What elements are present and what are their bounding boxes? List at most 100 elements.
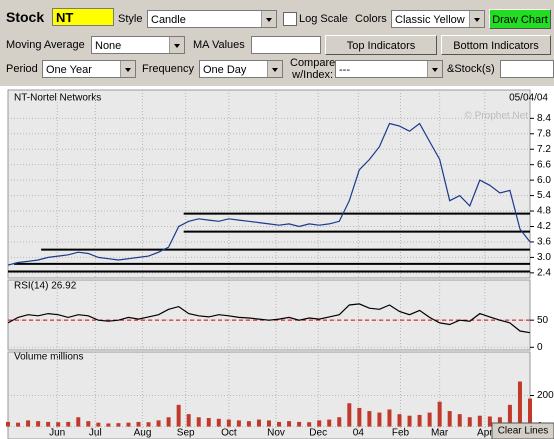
stocks-input[interactable] [500,60,554,78]
volume-bar [397,414,402,427]
volume-bar [236,420,241,427]
stock-label: Stock [6,9,45,25]
y-tick-label: 7.8 [537,128,551,139]
y-tick-label: 6.0 [537,175,551,186]
watermark: © Prophet.Net [464,111,528,122]
x-tick-label: 04 [353,428,365,439]
volume-bar [337,417,342,427]
style-label: Style [118,13,143,25]
style-select[interactable]: Candle [147,10,277,28]
colors-select[interactable]: Classic Yellow [391,10,485,28]
series-line [7,303,531,334]
volume-bar [417,414,422,427]
volume-bar [136,421,141,427]
compare-line: Compare [290,57,336,69]
stocks-label: &Stock(s) [447,63,495,75]
x-tick-label: Oct [221,428,237,439]
volume-bar [277,421,282,427]
y-tick-label: 3.0 [537,252,551,263]
compare-select[interactable]: --- [335,60,443,78]
volume-bar [267,420,271,427]
x-tick-label: Sep [177,428,195,439]
period-select[interactable]: One Year [42,60,136,78]
y-tick-label: 4.2 [537,221,551,232]
volume-bar [206,418,211,427]
volume-bar [86,421,91,427]
volume-bar [246,421,251,427]
clear-lines-label[interactable]: Clear Lines [498,426,549,437]
x-tick-label: Feb [392,428,410,439]
frequency-label: Frequency [142,63,194,75]
y-tick-label: 5.4 [537,190,551,201]
volume-bar [297,421,302,427]
volume-bar [528,398,532,427]
volume-bar [166,417,171,427]
colors-label: Colors [355,13,387,25]
volume-title: Volume millions [14,352,83,363]
bottom-indicators-button[interactable]: Bottom Indicators [441,35,551,55]
y-tick-label: 2.4 [537,267,551,278]
volume-bar [116,423,121,427]
frequency-select[interactable]: One Day [199,60,283,78]
ma-values-label: MA Values [193,39,245,51]
symbol-input[interactable]: NT [52,8,114,26]
series-line [7,122,531,266]
chart-title: NT-Nortel Networks [14,93,101,104]
volume-bar [287,421,292,427]
volume-bar [126,422,131,427]
x-tick-label: Mar [431,428,449,439]
volume-bar [347,403,352,427]
draw-button[interactable]: Draw Chart [489,9,551,29]
ma-label: Moving Average [6,39,85,51]
volume-bar [507,404,512,427]
chart: NT-Nortel Networks 05/04/04 © Prophet.Ne… [0,86,554,439]
volume-bar [66,421,71,427]
volume-bar [317,420,322,427]
volume-bar [156,420,161,427]
log-label: Log Scale [299,13,348,25]
y-tick-label: 7.2 [537,144,551,155]
volume-bar [307,422,312,427]
y-tick-label: 4.8 [537,206,551,217]
log-checkbox[interactable] [283,12,297,26]
volume-bar [427,412,432,427]
volume-bar [447,411,452,427]
volume-bar [16,422,21,427]
compare-line: w/Index: [292,69,334,81]
y-tick-label: 50 [537,315,549,326]
volume-bar [196,417,201,427]
y-tick-label: 200 [537,390,554,401]
volume-bar [487,416,492,427]
volume-bar [186,414,191,427]
volume-bar [176,404,181,427]
x-tick-label: Nov [267,428,285,439]
clear-lines-button[interactable] [491,422,554,439]
volume-bar [327,419,332,427]
volume-bar [387,409,392,427]
volume-bar [36,421,41,427]
y-tick-label: 3.6 [537,237,551,248]
period-label: Period [6,63,38,75]
volume-bar [497,417,502,427]
volume-bar [96,422,101,427]
volume-bar [6,421,10,427]
volume-bar [56,422,61,427]
chart-date: 05/04/04 [509,93,548,104]
x-tick-label: Apr [477,428,493,439]
x-tick-label: Aug [134,428,152,439]
volume-bar [367,411,372,427]
volume-bar [256,419,261,427]
volume-bar [377,412,382,427]
ma-select[interactable]: None [91,36,185,54]
volume-bar [106,423,111,427]
volume-bar [467,417,472,427]
compare-label: Compare w/Index: [290,57,335,81]
volume-bar [46,421,51,427]
top-indicators-button[interactable]: Top Indicators [325,35,437,55]
ma-values-input[interactable] [251,36,321,54]
volume-bar [477,415,482,427]
y-tick-label: 0 [537,342,543,353]
y-tick-label: 8.4 [537,113,551,124]
volume-bar [76,417,81,427]
